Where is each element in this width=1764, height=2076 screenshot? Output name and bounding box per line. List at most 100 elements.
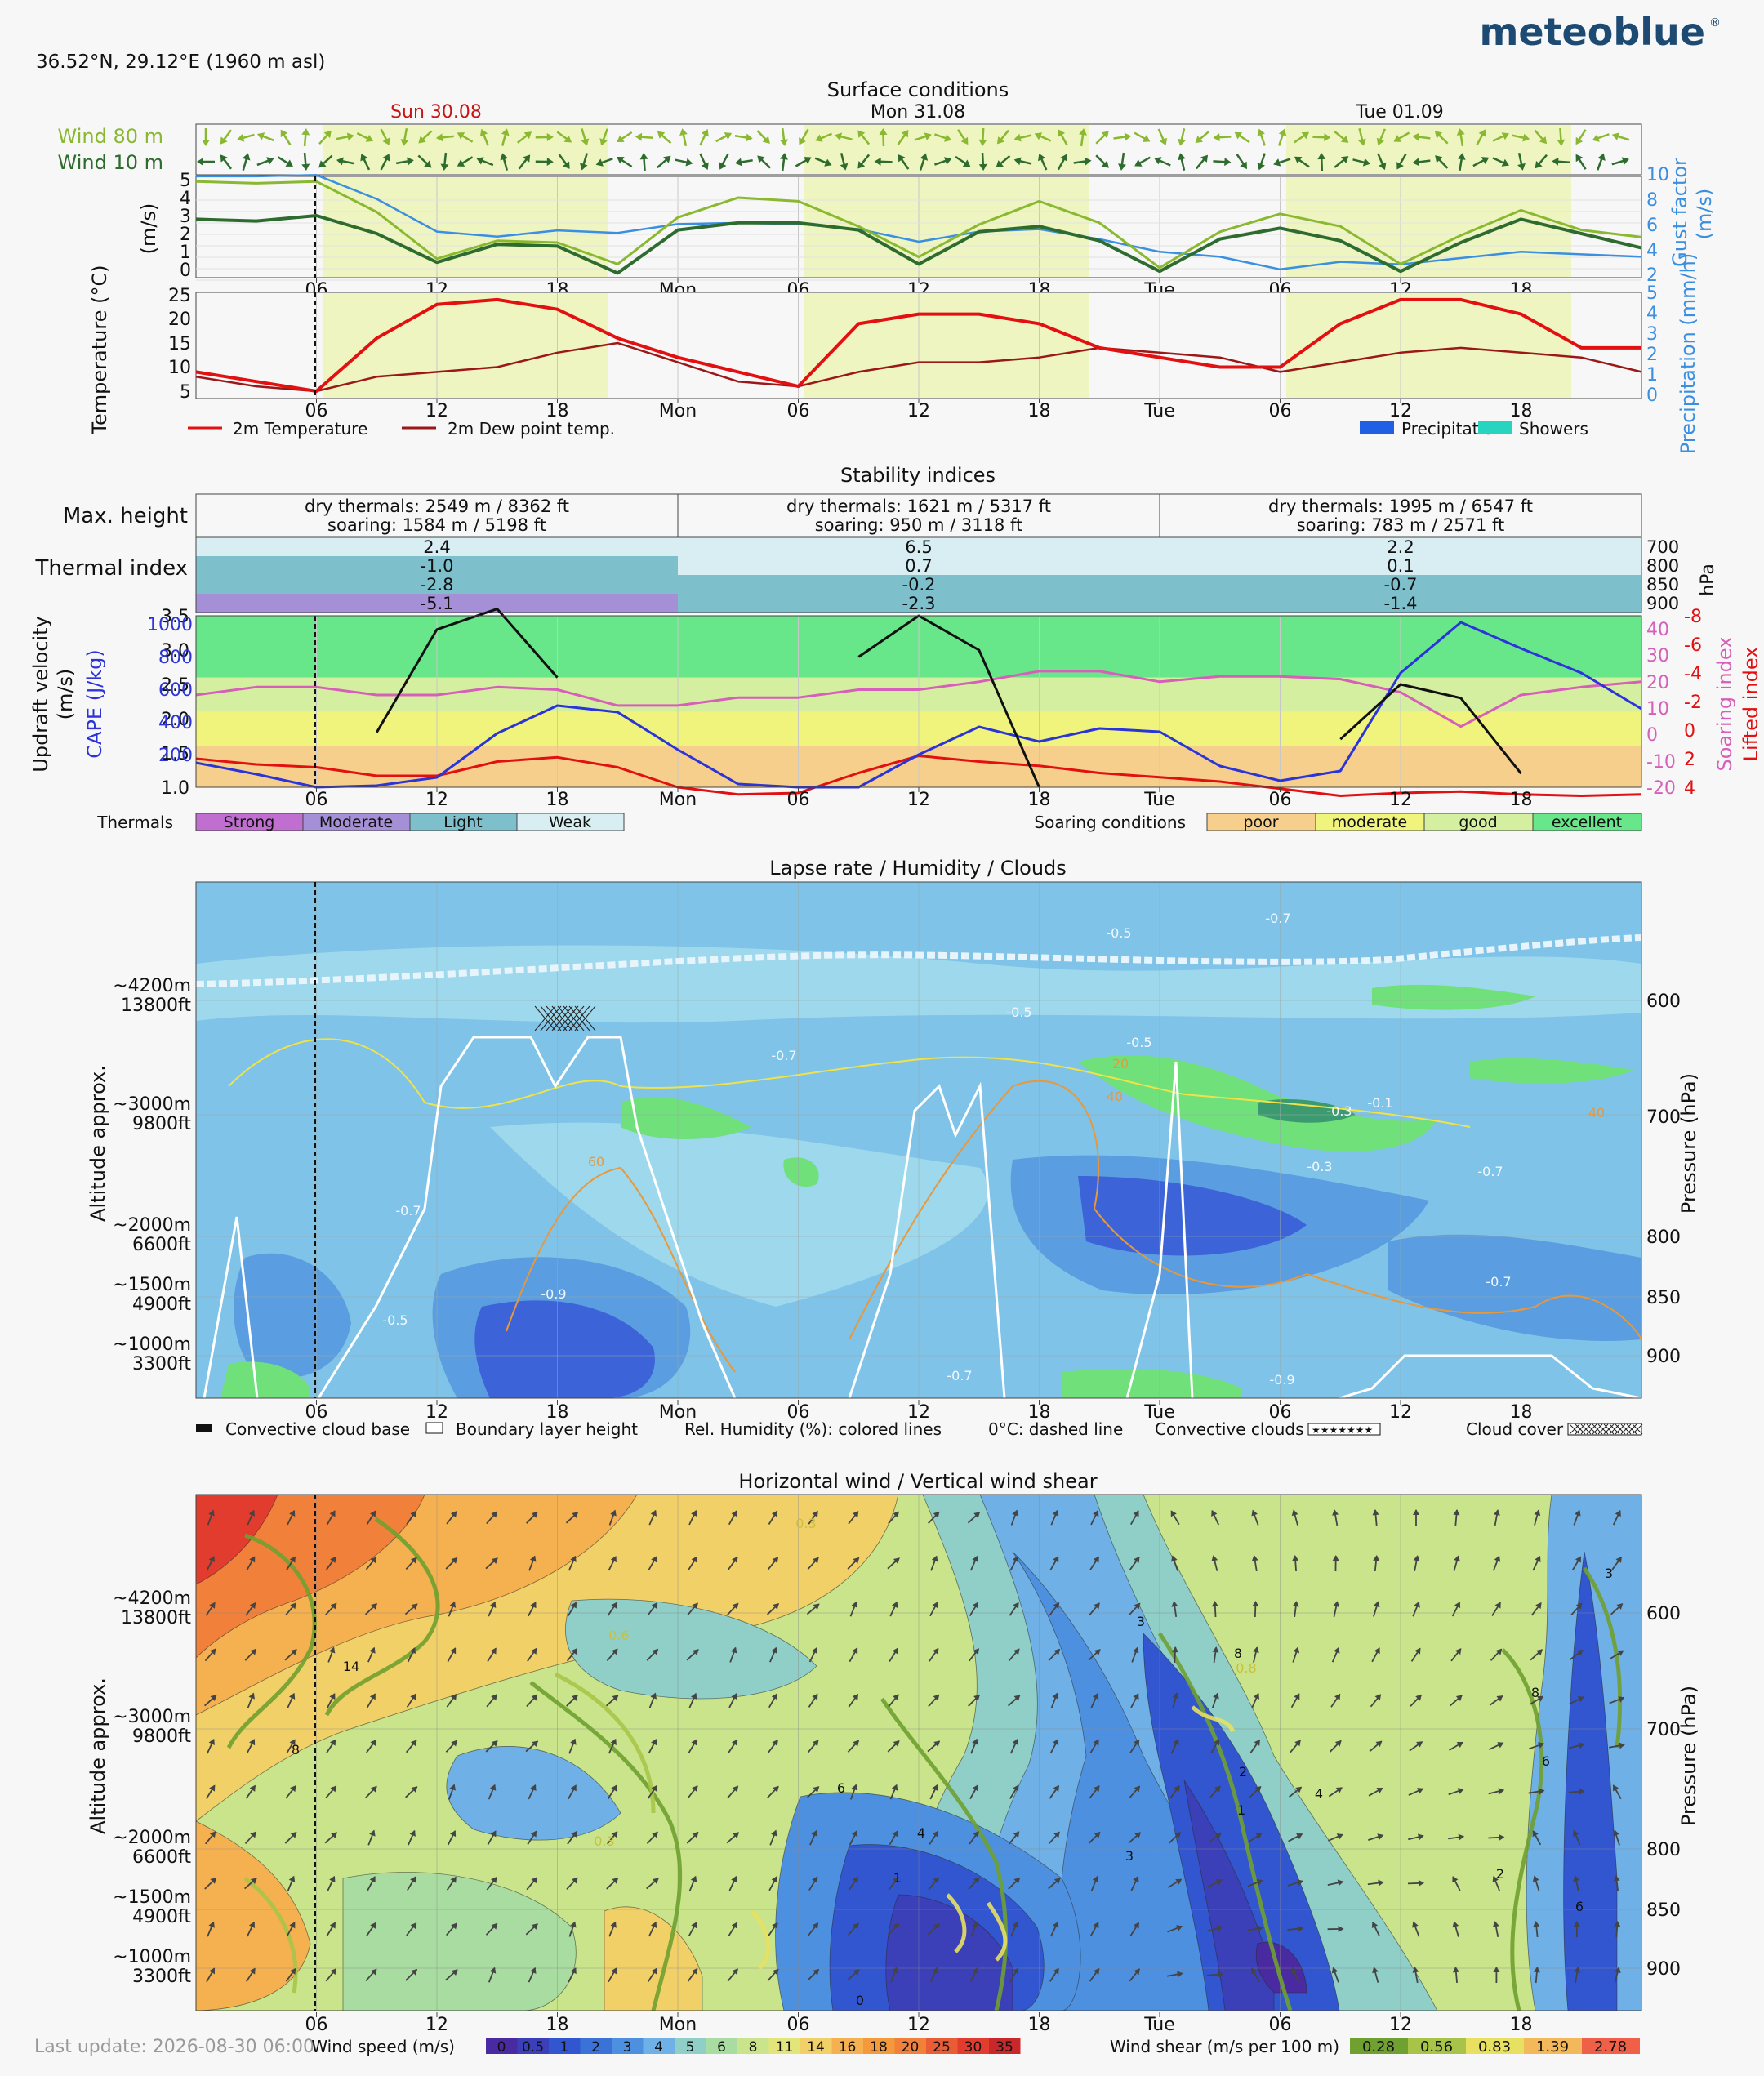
y-tick-label: 0: [180, 261, 191, 281]
max-height-day2-dry: dry thermals: 1621 m / 5317 ft: [786, 497, 1051, 516]
hwind-ylabel-left: Altitude approx.: [87, 1677, 109, 1834]
pressure-tick: 850: [1646, 1900, 1681, 1921]
y-tick-label: -2: [1684, 693, 1702, 713]
meteoblue-logo[interactable]: meteoblue: [1479, 10, 1705, 54]
y-tick-label: -8: [1684, 607, 1702, 627]
x-tick-label: 12: [425, 2015, 448, 2035]
lapse-contour-label: -0.5: [1106, 925, 1131, 941]
hwind-contour-label: 6: [1575, 1899, 1584, 1914]
y-tick-label: -20: [1646, 778, 1676, 799]
altitude-label-ft: 4900ft: [132, 1907, 191, 1927]
max-height-day3-soaring: soaring: 783 m / 2571 ft: [1297, 515, 1505, 535]
y-tick-label: -10: [1646, 752, 1676, 773]
shear-legend-title: Wind shear (m/s per 100 m): [1110, 2037, 1339, 2056]
daylight-band: [1286, 125, 1571, 174]
x-tick-label: 18: [1510, 2015, 1533, 2035]
thermal-index-value: -1.0: [421, 556, 454, 576]
pressure-tick: 900: [1646, 1347, 1681, 1367]
legend-showers-label: Showers: [1519, 419, 1588, 439]
pressure-tick: 600: [1646, 1604, 1681, 1624]
x-tick-label: Tue: [1143, 2015, 1175, 2035]
updraft-y-ticks: 3.53.02.52.01.51.0: [161, 607, 189, 799]
x-tick-label: 12: [907, 2015, 930, 2035]
updraft-ylabel-1: Updraft velocity: [29, 616, 52, 772]
altitude-label-m: ~2000m: [113, 1215, 191, 1236]
x-tick-label: 06: [1269, 790, 1292, 810]
thermal-index-value: 0.1: [1387, 556, 1414, 576]
windspeed-value: 5: [686, 2039, 695, 2056]
daylight-band: [323, 177, 608, 277]
legend-boundary-swatch: [426, 1423, 443, 1433]
daylight-band: [323, 293, 608, 398]
x-tick-label: 06: [787, 790, 810, 810]
daylight-band: [804, 125, 1089, 174]
thermal-index-value: 0.7: [905, 556, 932, 576]
x-tick-label: 12: [907, 401, 930, 421]
hwind-ylabel-right: Pressure (hPa): [1677, 1686, 1700, 1826]
y-tick-label: 8: [1646, 190, 1658, 211]
y-tick-label: 1000: [147, 615, 193, 635]
altitude-label-ft: 6600ft: [132, 1235, 191, 1255]
thermal-index-value: 2.4: [423, 537, 450, 557]
pressure-tick: 900: [1646, 1959, 1681, 1980]
windspeed-value: 0: [497, 2039, 506, 2056]
soaring-legend-label: poor: [1243, 813, 1278, 831]
updraft-ylabel-2: (m/s): [54, 669, 77, 720]
daylight-band: [804, 293, 1089, 398]
windspeed-value: 3: [623, 2039, 632, 2056]
y-tick-label: 600: [158, 680, 193, 701]
hwind-contour-label: 0.3: [594, 1833, 614, 1849]
y-tick-label: 10: [1646, 165, 1669, 185]
hwind-contour-label: 3: [1605, 1566, 1613, 1581]
soaring-legend-label: excellent: [1552, 813, 1622, 831]
x-tick-label: 18: [1028, 790, 1051, 810]
shear-value: 2.78: [1594, 2038, 1627, 2056]
hwind-contour-label: 6: [837, 1780, 845, 1796]
hwind-contour-label: 8: [292, 1742, 300, 1757]
y-tick-label: 4: [1646, 304, 1658, 324]
lapse-contour-label: -0.3: [1326, 1103, 1352, 1119]
location-label: 36.52°N, 29.12°E (1960 m asl): [36, 51, 325, 73]
windspeed-value: 14: [807, 2039, 825, 2056]
thermal-index-table: 2.4-1.0-2.8-5.16.50.7-0.2-2.32.20.1-0.7-…: [196, 537, 1679, 613]
windspeed-value: 4: [654, 2039, 663, 2056]
hwind-contour-label: 1: [1237, 1802, 1245, 1818]
altitude-label-ft: 4900ft: [132, 1294, 191, 1315]
gust-ylabel-2: (m/s): [1693, 189, 1716, 240]
thermal-legend-label: Strong: [224, 813, 275, 831]
altitude-label-ft: 9800ft: [132, 1726, 191, 1747]
lifted-ylabel: Lifted index: [1740, 647, 1762, 762]
soaring-ylabel: Soaring index: [1713, 637, 1736, 772]
hwind-contour-label: 8: [1234, 1646, 1242, 1661]
pressure-tick: 850: [1646, 1288, 1681, 1308]
legend-freezing: 0°C: dashed line: [988, 1419, 1123, 1439]
x-tick-label: 12: [1389, 2015, 1412, 2035]
y-tick-label: 0: [1646, 385, 1658, 406]
hwind-contour-label: 3: [1125, 1848, 1134, 1864]
cape-ylabel: CAPE (J/kg): [83, 649, 106, 758]
lapse-rate-plot: -0.5-0.7-0.5-0.7-0.5-0.3-0.1-0.3-0.7-0.7…: [113, 882, 1681, 1423]
lapse-altitude-labels: ~4200m13800ft~3000m9800ft~2000m6600ft~15…: [113, 976, 191, 1374]
x-tick-label: 18: [546, 790, 569, 810]
lapse-contour-label: 40: [1107, 1089, 1123, 1104]
y-tick-label: 2: [1646, 345, 1658, 365]
x-tick-label: 18: [1510, 790, 1533, 810]
lapse-contour-label: -0.5: [1126, 1035, 1152, 1050]
lapse-contour-label: -0.7: [1265, 911, 1290, 926]
thermal-legend-label: Moderate: [319, 813, 393, 831]
legend-dew-label: 2m Dew point temp.: [448, 419, 615, 439]
altitude-label-m: ~4200m: [113, 1588, 191, 1609]
lapse-ylabel-left: Altitude approx.: [87, 1065, 109, 1222]
y-tick-label: 800: [158, 648, 193, 668]
lapse-contour-label: -0.7: [395, 1203, 421, 1218]
x-tick-label: Mon: [659, 401, 697, 421]
pressure-tick: 700: [1646, 1720, 1681, 1740]
pressure-tick: 800: [1646, 1840, 1681, 1860]
windspeed-value: 18: [870, 2039, 888, 2056]
